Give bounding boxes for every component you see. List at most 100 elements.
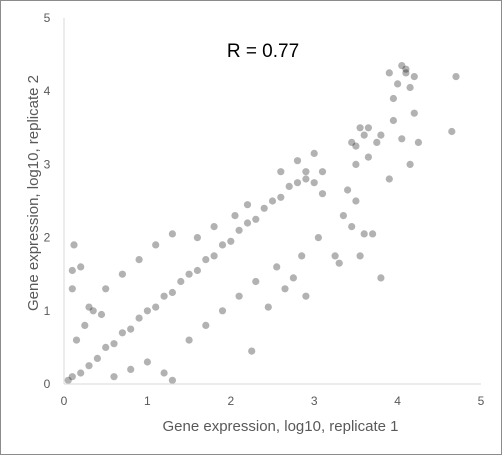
x-tick-label: 1 [144,394,151,408]
data-point [394,80,402,88]
data-point [168,376,176,384]
data-point [202,256,210,264]
data-point [227,237,235,245]
data-point [314,234,322,242]
data-point [168,288,176,297]
axes [63,18,481,385]
data-point [143,358,151,366]
data-point [72,336,81,344]
data-point [177,277,185,286]
data-point [85,303,93,311]
data-point [281,285,289,293]
x-tick-label: 5 [478,394,485,408]
y-tick-label: 3 [44,157,51,171]
x-axis-title: Gene expression, log10, replicate 1 [163,418,399,435]
data-point [110,340,118,348]
y-tick-labels: 0 1 2 3 4 5 [44,11,51,391]
data-point [377,274,385,282]
data-point [97,310,106,319]
data-point [202,321,210,329]
data-point [385,175,393,183]
data-point [402,65,410,73]
data-point [302,175,310,183]
x-tick-label: 2 [227,394,234,408]
data-point [402,69,410,77]
data-point [385,69,393,77]
data-point [360,230,368,238]
data-point [406,160,414,168]
data-point [352,197,360,205]
data-point [398,135,406,143]
x-tick-labels: 0 1 2 3 4 5 [61,394,485,408]
data-point [302,168,310,176]
data-point [218,241,227,249]
y-tick-label: 1 [44,304,51,318]
data-point [110,373,118,381]
y-tick-label: 2 [44,231,51,245]
data-point [364,124,372,132]
x-tick-label: 3 [311,394,318,408]
data-point [410,73,418,81]
y-tick-label: 0 [44,377,51,391]
data-point [364,153,372,161]
data-point [118,329,126,337]
data-point [348,138,356,146]
data-point [339,212,347,220]
data-point [210,252,218,260]
data-point [81,321,89,329]
data-point [285,182,293,190]
data-point [352,142,360,150]
data-point [360,131,368,139]
y-tick-label: 4 [44,84,51,98]
data-point [252,215,260,223]
data-point [135,256,143,264]
data-point [398,62,406,70]
data-point [310,179,318,187]
data-point [389,94,397,103]
data-point [68,373,76,381]
data-point [277,168,285,176]
data-point [289,274,297,282]
data-point [160,369,168,377]
data-point [77,369,85,377]
data-point [448,127,456,136]
data-point [143,307,151,315]
data-point [331,252,339,260]
data-point [352,160,360,168]
data-point [152,303,160,311]
data-point [160,292,168,300]
data-point [185,270,193,278]
y-tick-label: 5 [44,11,51,25]
data-point [302,292,310,300]
data-point [410,109,418,117]
data-point [118,270,126,278]
data-point [89,307,97,315]
data-point [293,157,302,165]
data-point [243,219,252,227]
data-point [193,234,201,242]
data-point [243,201,252,209]
data-point [369,230,377,238]
y-axis-title: Gene expression, log10, replicate 2 [25,75,42,311]
data-point [273,263,281,271]
data-point [268,197,277,205]
x-tick-label: 4 [394,394,401,408]
data-point [293,179,302,187]
data-point [235,292,243,300]
data-point [277,193,285,201]
data-point [231,212,239,220]
data-point [356,124,364,132]
data-point [102,285,110,293]
data-point [264,303,272,311]
data-point [64,376,72,384]
data-points [64,62,460,384]
data-point [318,168,327,176]
data-point [373,138,381,146]
data-point [235,226,243,234]
data-point [218,307,227,315]
data-point [127,365,135,373]
data-point [414,138,422,146]
data-point [310,149,318,157]
